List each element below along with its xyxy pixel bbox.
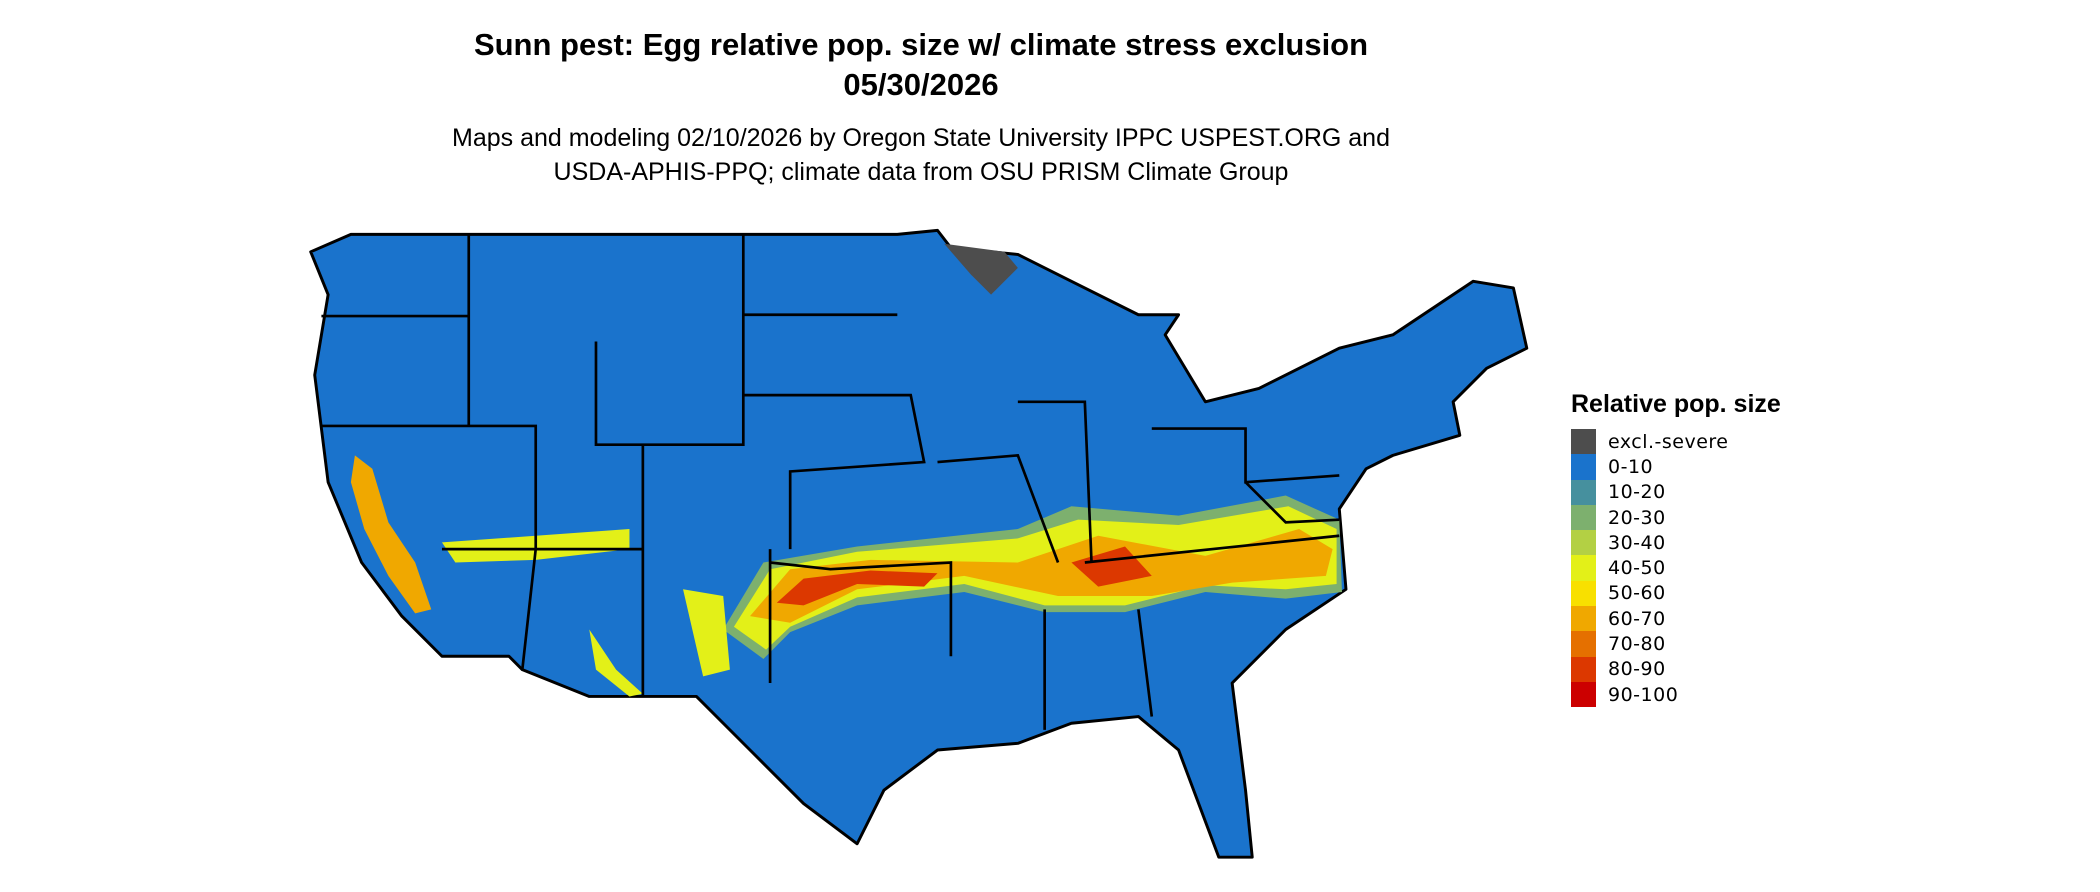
legend-swatch — [1571, 580, 1596, 607]
legend-label: 70-80 — [1608, 633, 1666, 656]
zone-southwest — [441, 529, 730, 697]
legend-swatch — [1571, 530, 1596, 556]
excluded-region-mn — [944, 243, 1018, 295]
legend-item: 90-100 — [1571, 681, 1781, 708]
legend-item: 70-80 — [1571, 631, 1781, 657]
legend-swatch — [1571, 606, 1596, 632]
legend-label: 80-90 — [1608, 658, 1666, 681]
legend-item: 20-30 — [1571, 504, 1781, 531]
legend-item: 80-90 — [1571, 656, 1781, 682]
legend-swatch — [1571, 479, 1596, 505]
legend-label: excl.-severe — [1608, 430, 1729, 453]
legend-swatch — [1571, 555, 1596, 581]
legend: Relative pop. size excl.-severe 0-10 10-20… — [1571, 390, 1781, 708]
legend-item: 10-20 — [1571, 479, 1781, 505]
legend-label: 90-100 — [1608, 683, 1679, 706]
state-borders — [321, 234, 1340, 730]
legend-label: 30-40 — [1608, 531, 1666, 554]
zone-ca — [350, 455, 432, 614]
legend-item: excl.-severe — [1571, 429, 1781, 455]
legend-swatch — [1571, 454, 1596, 480]
legend-swatch — [1571, 656, 1596, 682]
map-subtitle-line1: Maps and modeling 02/10/2026 by Oregon S… — [452, 124, 1390, 152]
legend-swatch — [1571, 631, 1596, 657]
legend-swatch — [1571, 429, 1596, 455]
legend-label: 20-30 — [1608, 506, 1666, 529]
legend-swatch — [1571, 504, 1596, 531]
legend-label: 0-10 — [1608, 455, 1654, 478]
legend-item: 50-60 — [1571, 580, 1781, 607]
map-date: 05/30/2026 — [843, 67, 999, 102]
legend-item: 30-40 — [1571, 530, 1781, 556]
legend-item: 0-10 — [1571, 454, 1781, 480]
zone-80-100 — [776, 546, 1152, 606]
legend-label: 50-60 — [1608, 582, 1666, 605]
legend-label: 40-50 — [1608, 557, 1666, 580]
legend-item: 40-50 — [1571, 555, 1781, 581]
legend-title: Relative pop. size — [1571, 390, 1781, 418]
legend-item: 60-70 — [1571, 606, 1781, 632]
legend-label: 60-70 — [1608, 607, 1666, 630]
map-subtitle-line2: USDA-APHIS-PPQ; climate data from OSU PR… — [553, 158, 1289, 186]
legend-label: 10-20 — [1608, 481, 1666, 504]
legend-swatch — [1571, 681, 1596, 708]
map-title: Sunn pest: Egg relative pop. size w/ cli… — [473, 27, 1369, 62]
